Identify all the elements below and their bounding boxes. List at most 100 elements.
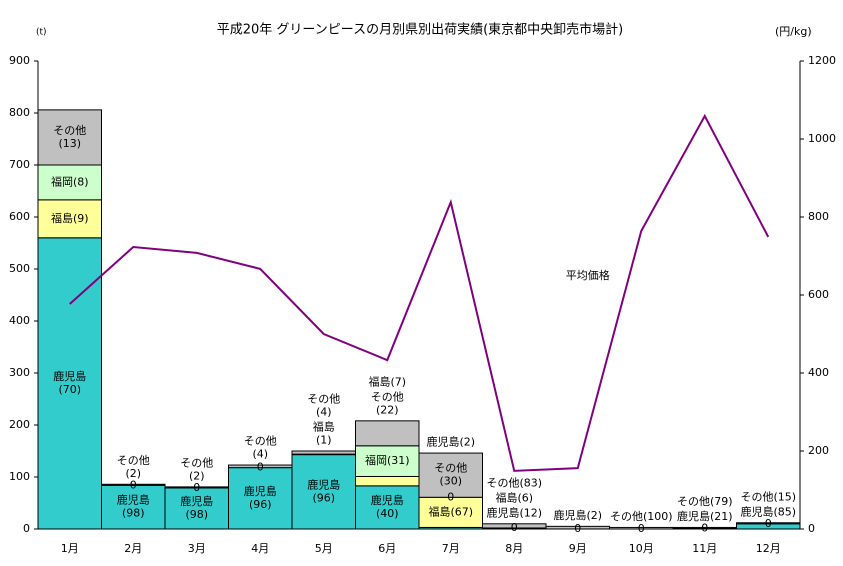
data-label: その他	[53, 124, 86, 137]
data-label: (30)	[439, 475, 462, 488]
data-label: 鹿児島	[244, 484, 277, 498]
data-label: その他(79)	[677, 495, 733, 508]
chart-title: 平成20年 グリーンピースの月別県別出荷実績(東京都中央卸売市場計)	[217, 22, 624, 38]
y-tick-label: 200	[9, 418, 30, 431]
bar-segment	[355, 475, 420, 487]
y-tick-label: 400	[9, 314, 30, 327]
line-label: 平均価格	[566, 268, 610, 282]
x-tick-label: 7月	[442, 542, 460, 555]
y-tick-label: 800	[9, 106, 30, 119]
data-label: 鹿児島(85)	[740, 504, 796, 518]
bar-segment	[37, 164, 102, 201]
x-tick-label: 9月	[569, 542, 587, 555]
data-label: 0	[130, 478, 137, 491]
data-label: 鹿児島	[307, 477, 340, 491]
x-tick-label: 3月	[188, 542, 206, 555]
data-label: (96)	[312, 491, 335, 504]
data-label: (1)	[316, 434, 332, 447]
data-label: 0	[765, 517, 772, 530]
bar-segment	[37, 109, 102, 166]
x-tick-label: 8月	[505, 542, 523, 555]
bar-segment	[418, 496, 483, 528]
bar-segment	[37, 199, 102, 239]
bar-segment	[291, 450, 356, 455]
y2-tick-label: 800	[808, 210, 829, 223]
data-label: 鹿児島	[117, 493, 150, 507]
data-label: (98)	[185, 508, 208, 521]
y-tick-label: 0	[23, 522, 30, 535]
data-label: (70)	[58, 383, 81, 396]
data-label: 0	[574, 522, 581, 535]
data-label: 鹿児島	[180, 494, 213, 508]
data-label: 福岡(31)	[365, 453, 410, 467]
data-label: 0	[193, 481, 200, 494]
y2-tick-label: 600	[808, 288, 829, 301]
bar-segment	[101, 483, 166, 486]
y-tick-label: 600	[9, 210, 30, 223]
bar-segment	[37, 237, 102, 530]
x-tick-label: 11月	[692, 542, 717, 555]
bar-segment	[228, 467, 293, 530]
data-label: 0	[701, 521, 708, 534]
y2-tick-label: 1200	[808, 54, 836, 67]
data-label: (22)	[376, 403, 399, 416]
data-label: 鹿児島	[371, 493, 404, 507]
data-label: 0	[638, 522, 645, 535]
data-label: 福島(67)	[428, 504, 473, 518]
y-tick-label: 300	[9, 366, 30, 379]
x-tick-label: 2月	[124, 542, 142, 555]
y-tick-label: 500	[9, 262, 30, 275]
data-label: (4)	[252, 448, 268, 461]
data-label: 鹿児島(21)	[677, 509, 733, 523]
data-label: 鹿児島	[53, 369, 86, 383]
data-label: 福島(6)	[495, 490, 533, 504]
data-label: その他(15)	[740, 490, 796, 503]
data-label: その他	[434, 462, 467, 475]
data-label: 0	[257, 461, 264, 474]
data-label: その他(83)	[486, 476, 542, 489]
data-label: 福島	[313, 420, 335, 434]
y-unit: (t)	[36, 28, 47, 38]
bar-segment	[291, 454, 356, 530]
y-tick-label: 700	[9, 158, 30, 171]
data-label: その他(100)	[610, 510, 673, 523]
x-tick-label: 1月	[61, 542, 79, 555]
bar-segment	[736, 522, 801, 525]
x-tick-label: 12月	[756, 542, 781, 555]
data-label: (2)	[125, 467, 141, 480]
data-label: (13)	[58, 137, 81, 150]
data-label: 福島(7)	[368, 374, 406, 388]
x-tick-label: 6月	[378, 542, 396, 555]
data-label: その他	[180, 456, 213, 469]
y2-tick-label: 400	[808, 366, 829, 379]
data-label: 0	[511, 521, 518, 534]
y2-unit: (円/kg)	[775, 25, 812, 38]
data-label: (4)	[316, 406, 332, 419]
x-tick-label: 10月	[629, 542, 654, 555]
bar-segment	[355, 445, 420, 477]
data-label: その他	[307, 393, 340, 406]
x-tick-label: 5月	[315, 542, 333, 555]
data-label: 鹿児島(12)	[486, 505, 542, 519]
data-label: 鹿児島(2)	[553, 508, 602, 522]
y-tick-label: 100	[9, 470, 30, 483]
data-label: (96)	[249, 498, 272, 511]
data-label: その他	[371, 390, 404, 403]
y2-tick-label: 1000	[808, 132, 836, 145]
x-tick-label: 4月	[251, 542, 269, 555]
data-label: (40)	[376, 507, 399, 520]
data-label: その他	[244, 435, 277, 448]
y-tick-label: 900	[9, 54, 30, 67]
bar-segment	[355, 420, 420, 447]
data-label: (2)	[189, 469, 205, 482]
data-label: 鹿児島(2)	[426, 435, 475, 449]
price-line	[69, 113, 770, 472]
data-label: その他	[117, 454, 150, 467]
y2-tick-label: 0	[808, 522, 815, 535]
data-label: 福岡(8)	[51, 174, 89, 188]
data-label: (98)	[122, 507, 145, 520]
data-label: 福島(9)	[51, 211, 89, 225]
y2-tick-label: 200	[808, 444, 829, 457]
bar-segment	[418, 452, 483, 498]
